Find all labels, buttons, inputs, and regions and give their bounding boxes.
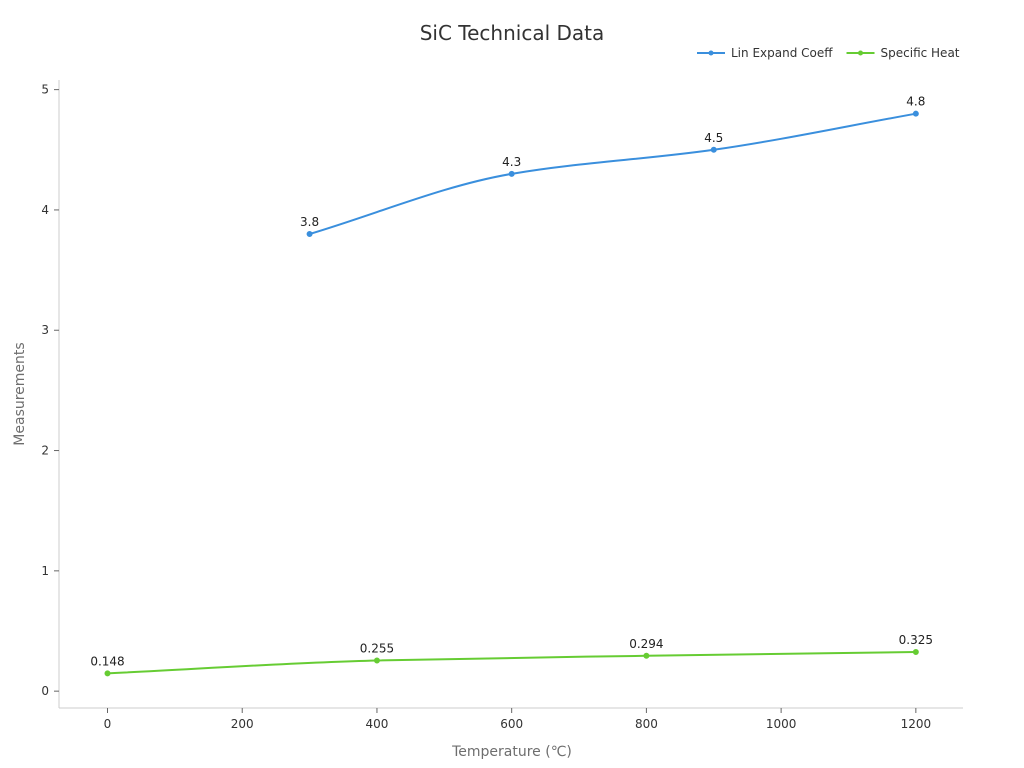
data-label: 3.8	[300, 215, 319, 229]
x-tick-label: 200	[231, 717, 254, 731]
legend-swatch-point	[708, 50, 714, 56]
data-point[interactable]	[373, 657, 380, 664]
data-label: 0.255	[360, 641, 394, 655]
series-line	[309, 112, 917, 235]
y-tick-label: 2	[41, 444, 49, 458]
y-tick-label: 4	[41, 203, 49, 217]
y-axis-title: Measurements	[12, 342, 28, 445]
data-label: 4.8	[906, 95, 925, 109]
data-point[interactable]	[306, 230, 313, 237]
x-tick-label: 400	[365, 717, 388, 731]
data-point[interactable]	[104, 670, 111, 677]
x-tick-label: 1200	[901, 717, 932, 731]
data-point[interactable]	[912, 110, 919, 117]
y-tick-label: 3	[41, 323, 49, 337]
y-tick-label: 1	[41, 564, 49, 578]
legend-label: Lin Expand Coeff	[731, 46, 833, 60]
x-axis-title: Temperature (℃)	[451, 744, 572, 760]
data-label: 0.325	[899, 633, 933, 647]
series-line	[107, 651, 916, 675]
y-tick-label: 0	[41, 684, 49, 698]
data-point[interactable]	[912, 649, 919, 656]
x-tick-label: 600	[500, 717, 523, 731]
legend-item-1[interactable]: Specific Heat	[846, 46, 960, 60]
data-label: 0.294	[629, 637, 663, 651]
x-tick-label: 800	[635, 717, 658, 731]
data-point[interactable]	[710, 146, 717, 153]
series-0: 3.8 4.3 4.5 4.8	[300, 95, 925, 237]
legend-item-0[interactable]: Lin Expand Coeff	[697, 46, 833, 60]
y-tick-label: 5	[41, 83, 49, 97]
legend-label: Specific Heat	[881, 46, 960, 60]
series-layer: 3.8 4.3 4.5 4.8 0.148 0.255 0.294 0.325	[90, 95, 933, 677]
data-label: 0.148	[90, 654, 124, 668]
x-axis-ticks: 0 200 400 600 800 1000 1200	[104, 708, 931, 731]
y-axis-ticks: 0 1 2 3 4 5	[41, 83, 59, 698]
x-tick-label: 0	[104, 717, 112, 731]
legend: Lin Expand Coeff Specific Heat	[697, 46, 960, 60]
data-label: 4.3	[502, 155, 521, 169]
legend-swatch-point	[858, 50, 864, 56]
data-label: 4.5	[704, 131, 723, 145]
data-point[interactable]	[643, 652, 650, 659]
x-tick-label: 1000	[766, 717, 797, 731]
chart-title: SiC Technical Data	[420, 21, 605, 45]
series-1: 0.148 0.255 0.294 0.325	[90, 633, 933, 677]
data-point[interactable]	[508, 170, 515, 177]
